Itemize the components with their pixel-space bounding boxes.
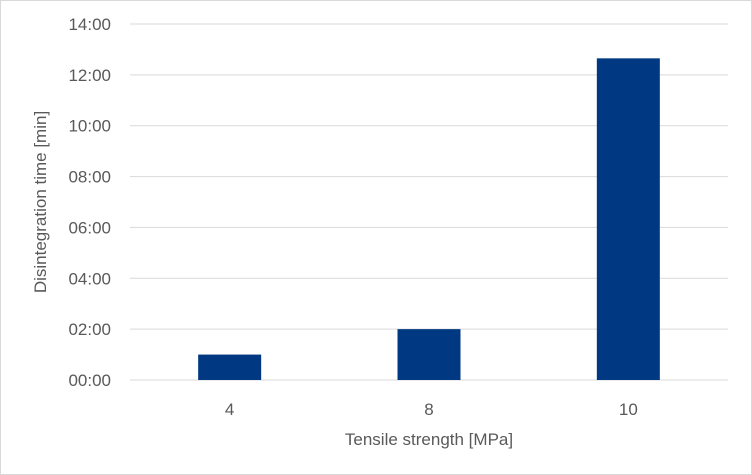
bar-4	[198, 354, 262, 380]
y-tick-labels: 00:00 02:00 04:00 06:00 08:00 10:00 12:00 14:00	[68, 15, 111, 390]
y-tick-label: 04:00	[68, 269, 111, 288]
x-tick-labels: 4 8 10	[225, 400, 638, 419]
bar-8	[397, 329, 461, 380]
bar-10	[596, 58, 660, 380]
x-tick-label: 8	[424, 400, 433, 419]
x-tick-label: 4	[225, 400, 234, 419]
y-tick-label: 10:00	[68, 117, 111, 136]
y-tick-label: 02:00	[68, 320, 111, 339]
gridlines	[130, 23, 728, 381]
y-tick-label: 12:00	[68, 66, 111, 85]
y-axis-title: Disintegration time [min]	[31, 111, 50, 293]
bars	[198, 58, 660, 380]
y-tick-label: 08:00	[68, 168, 111, 187]
x-axis-title: Tensile strength [MPa]	[345, 430, 513, 449]
y-tick-label: 06:00	[68, 218, 111, 237]
y-tick-label: 00:00	[68, 371, 111, 390]
y-tick-label: 14:00	[68, 15, 111, 34]
x-tick-label: 10	[619, 400, 638, 419]
